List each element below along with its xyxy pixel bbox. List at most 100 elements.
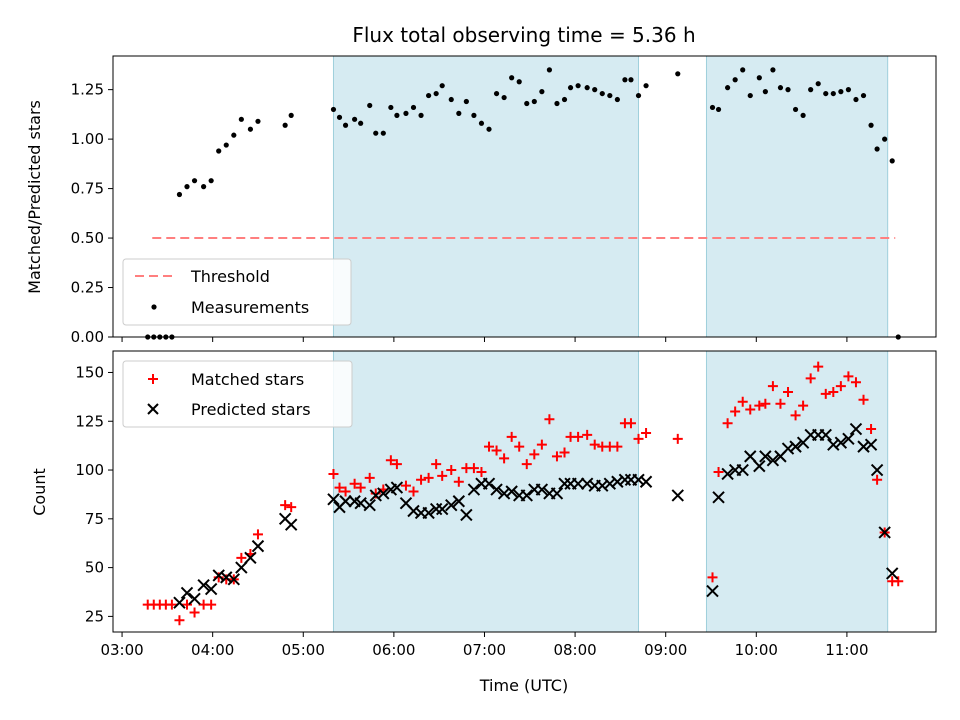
predicted-star-point — [251, 539, 265, 553]
top-axes-frame — [112, 55, 937, 338]
measurement-point — [614, 96, 620, 103]
x-tick-label: 06:00 — [372, 641, 415, 659]
measurement-point — [622, 77, 628, 83]
measurement-point — [800, 112, 806, 118]
matched-star-point — [798, 400, 809, 411]
bottom-y-axis-label: Count — [30, 468, 49, 516]
bottom-panel: 25 50 75 100 125 150 03:00 04:00 05:00 06:00 07:0… — [30, 350, 937, 695]
measurement-point — [486, 126, 492, 132]
predicted-star-point — [842, 432, 855, 446]
matched-star-point — [252, 529, 263, 540]
measurement-point — [255, 118, 261, 124]
measurement-point — [456, 110, 462, 116]
measurement-point — [599, 90, 605, 97]
measurement-point — [471, 112, 477, 118]
measurement-point — [675, 71, 681, 77]
predicted-star-point — [580, 477, 594, 490]
matched-star-point — [521, 459, 532, 470]
measurement-point — [747, 92, 753, 99]
bottom-axes-frame — [112, 350, 937, 633]
matched-star-point — [328, 468, 339, 479]
top-legend-box — [122, 258, 352, 326]
measurement-point — [201, 184, 207, 190]
measurement-point — [282, 122, 288, 128]
matched-star-point — [499, 453, 510, 464]
predicted-star-point — [173, 596, 186, 609]
measurements-series — [145, 67, 901, 340]
measurement-point — [352, 116, 358, 122]
measurement-point — [777, 85, 784, 91]
matched-star-point — [775, 398, 786, 409]
matched-star-point — [385, 455, 396, 466]
matched-star-point — [236, 552, 247, 563]
measurement-point — [546, 67, 553, 73]
matched-star-point — [835, 381, 846, 392]
measurement-point — [176, 191, 183, 198]
matched-star-point — [783, 386, 794, 397]
matched-star-point — [181, 599, 192, 610]
matched-star-point — [349, 478, 360, 489]
chart-title: Flux total observing time = 5.36 h — [352, 23, 695, 47]
predicted-star-point — [212, 569, 225, 582]
threshold-legend-label: Threshold — [190, 267, 270, 286]
predicted-star-point — [197, 578, 210, 592]
matched-star-point — [866, 424, 877, 435]
measurement-point — [403, 110, 409, 116]
matched-star-point — [166, 599, 177, 610]
bottom-y-ticks: 25 50 75 100 125 150 — [75, 363, 113, 625]
predicted-star-point — [596, 479, 609, 492]
measurement-point — [607, 92, 613, 99]
matched-star-point — [437, 470, 448, 481]
x-tick-label: 08:00 — [553, 641, 596, 659]
predicted-star-point — [632, 473, 645, 486]
predicted-star-point — [781, 442, 795, 455]
y-tick-label: 0.00 — [71, 328, 104, 346]
measurement-point — [336, 114, 343, 120]
predicted-star-point — [878, 526, 891, 539]
predicted-star-point — [759, 450, 772, 463]
y-tick-label: 0.25 — [71, 279, 104, 297]
matched-star-point — [400, 480, 411, 491]
predicted-star-point — [827, 438, 840, 451]
matched-star-point — [672, 433, 683, 444]
x-tick-label: 11:00 — [825, 641, 868, 659]
x-tick-label: 04:00 — [191, 641, 234, 659]
measurement-point — [709, 104, 716, 111]
matched-star-point — [364, 472, 375, 483]
matched-star-point — [582, 429, 593, 440]
matched-star-point — [893, 576, 904, 587]
predicted-star-point — [611, 475, 624, 488]
predicted-star-point — [603, 477, 617, 490]
matched-star-point — [506, 431, 517, 442]
predicted-star-point — [435, 502, 449, 516]
measurement-point — [770, 67, 776, 73]
matched-star-point — [760, 398, 771, 409]
matched-star-point — [713, 466, 724, 477]
matched-star-point — [551, 451, 562, 462]
matched-star-point — [872, 474, 883, 485]
y-tick-label: 25 — [85, 607, 104, 625]
matched-star-point — [633, 433, 644, 444]
predicted-star-point — [445, 498, 458, 512]
measurement-point — [756, 75, 762, 81]
y-tick-label: 0.75 — [71, 180, 104, 198]
measurement-point — [823, 90, 829, 97]
measurement-point — [592, 87, 598, 93]
y-tick-label: 1.25 — [71, 81, 104, 99]
measurement-point — [715, 106, 722, 113]
bottom-legend-box — [122, 360, 353, 428]
shaded-interval-0 — [333, 56, 639, 337]
measurement-point — [439, 83, 445, 89]
matched-legend-label: Matched stars — [191, 370, 304, 389]
measurement-point — [418, 112, 424, 118]
matched-star-point — [790, 410, 801, 421]
predicted-star-point — [535, 483, 549, 496]
measurement-point — [853, 96, 859, 103]
measurement-point — [493, 90, 500, 97]
x-tick-label: 03:00 — [100, 641, 143, 659]
top-y-axis-label: Matched/Predicted stars — [25, 100, 44, 294]
matched-star-point — [612, 441, 623, 452]
top-shaded-intervals — [332, 56, 889, 337]
measurement-point — [830, 90, 836, 97]
